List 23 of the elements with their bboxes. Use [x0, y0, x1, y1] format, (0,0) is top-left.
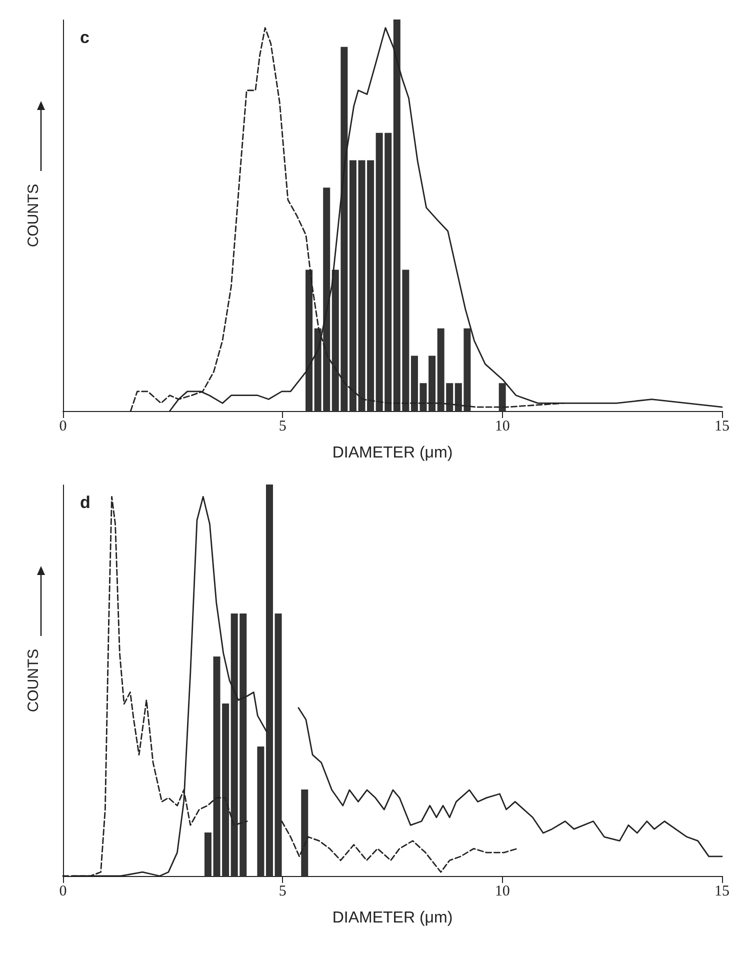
x-tick-label: 5	[278, 418, 286, 434]
text: d	[80, 493, 90, 512]
x-tick-label: 0	[59, 418, 67, 434]
x-tick-label: 10	[494, 884, 510, 900]
x-tick-label: 5	[278, 884, 286, 900]
y-axis-title: COUNTS	[25, 184, 42, 248]
x-tick-label: 15	[714, 418, 730, 434]
x-tick-label: 15	[714, 884, 730, 900]
bar	[410, 356, 418, 412]
y-axis-title: COUNTS	[25, 648, 42, 712]
x-axis-title: DIAMETER (μm)	[332, 910, 453, 926]
x-tick-label: 0	[59, 884, 67, 900]
bar	[301, 789, 308, 876]
bar	[274, 614, 282, 876]
x-axis-title: DIAMETER (μm)	[332, 444, 453, 462]
bar	[266, 484, 273, 876]
bar	[204, 832, 212, 876]
bar	[498, 383, 506, 412]
text: c	[80, 28, 90, 47]
bar	[367, 160, 374, 412]
bar	[257, 746, 264, 876]
x-tick-label: 10	[494, 418, 510, 434]
bar	[306, 270, 313, 412]
